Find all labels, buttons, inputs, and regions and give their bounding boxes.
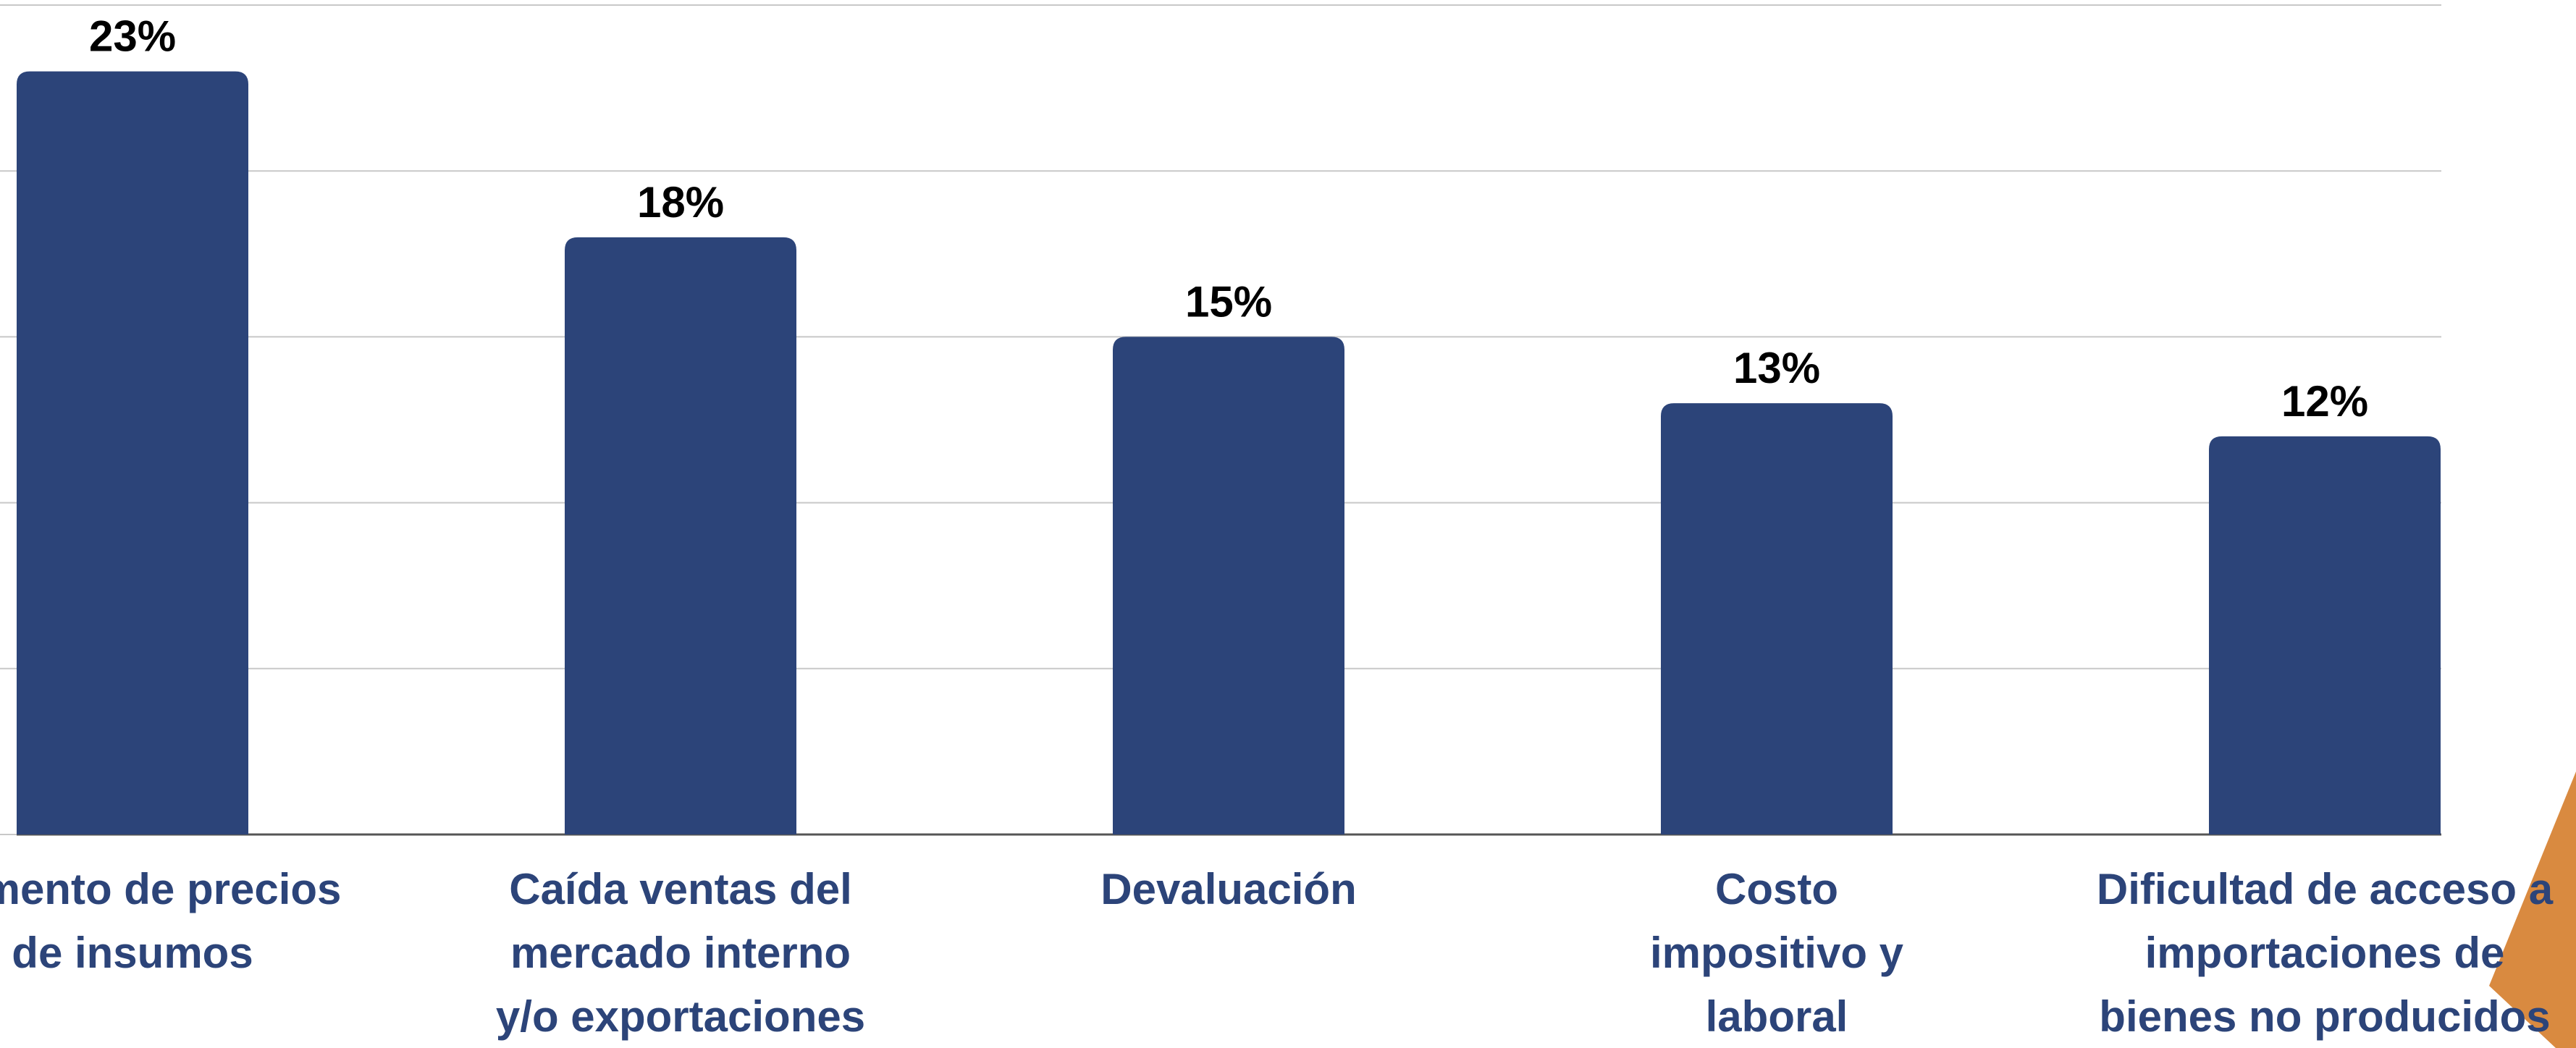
bar: [1661, 403, 1893, 834]
bar: [17, 71, 248, 834]
x-tick-label: Aumento de precios de insumos: [0, 865, 342, 977]
value-label: 12%: [2281, 377, 2368, 426]
x-tick-label: Devaluación: [1100, 865, 1357, 913]
bar: [565, 237, 796, 834]
value-label: 18%: [637, 178, 724, 227]
x-tick-label: Caída ventas del mercado interno y/o exp…: [495, 865, 866, 1041]
bar: [1113, 337, 1344, 834]
value-label: 13%: [1733, 344, 1820, 392]
decoration: [2489, 772, 2576, 1048]
bar: [2209, 436, 2441, 834]
x-tick-label: Costo impositivo y laboral: [1649, 865, 1904, 1041]
value-label: 15%: [1185, 277, 1272, 326]
x-tick-label: Dificultad de acceso a importaciones de …: [2096, 865, 2554, 1041]
value-label: 23%: [89, 12, 176, 61]
